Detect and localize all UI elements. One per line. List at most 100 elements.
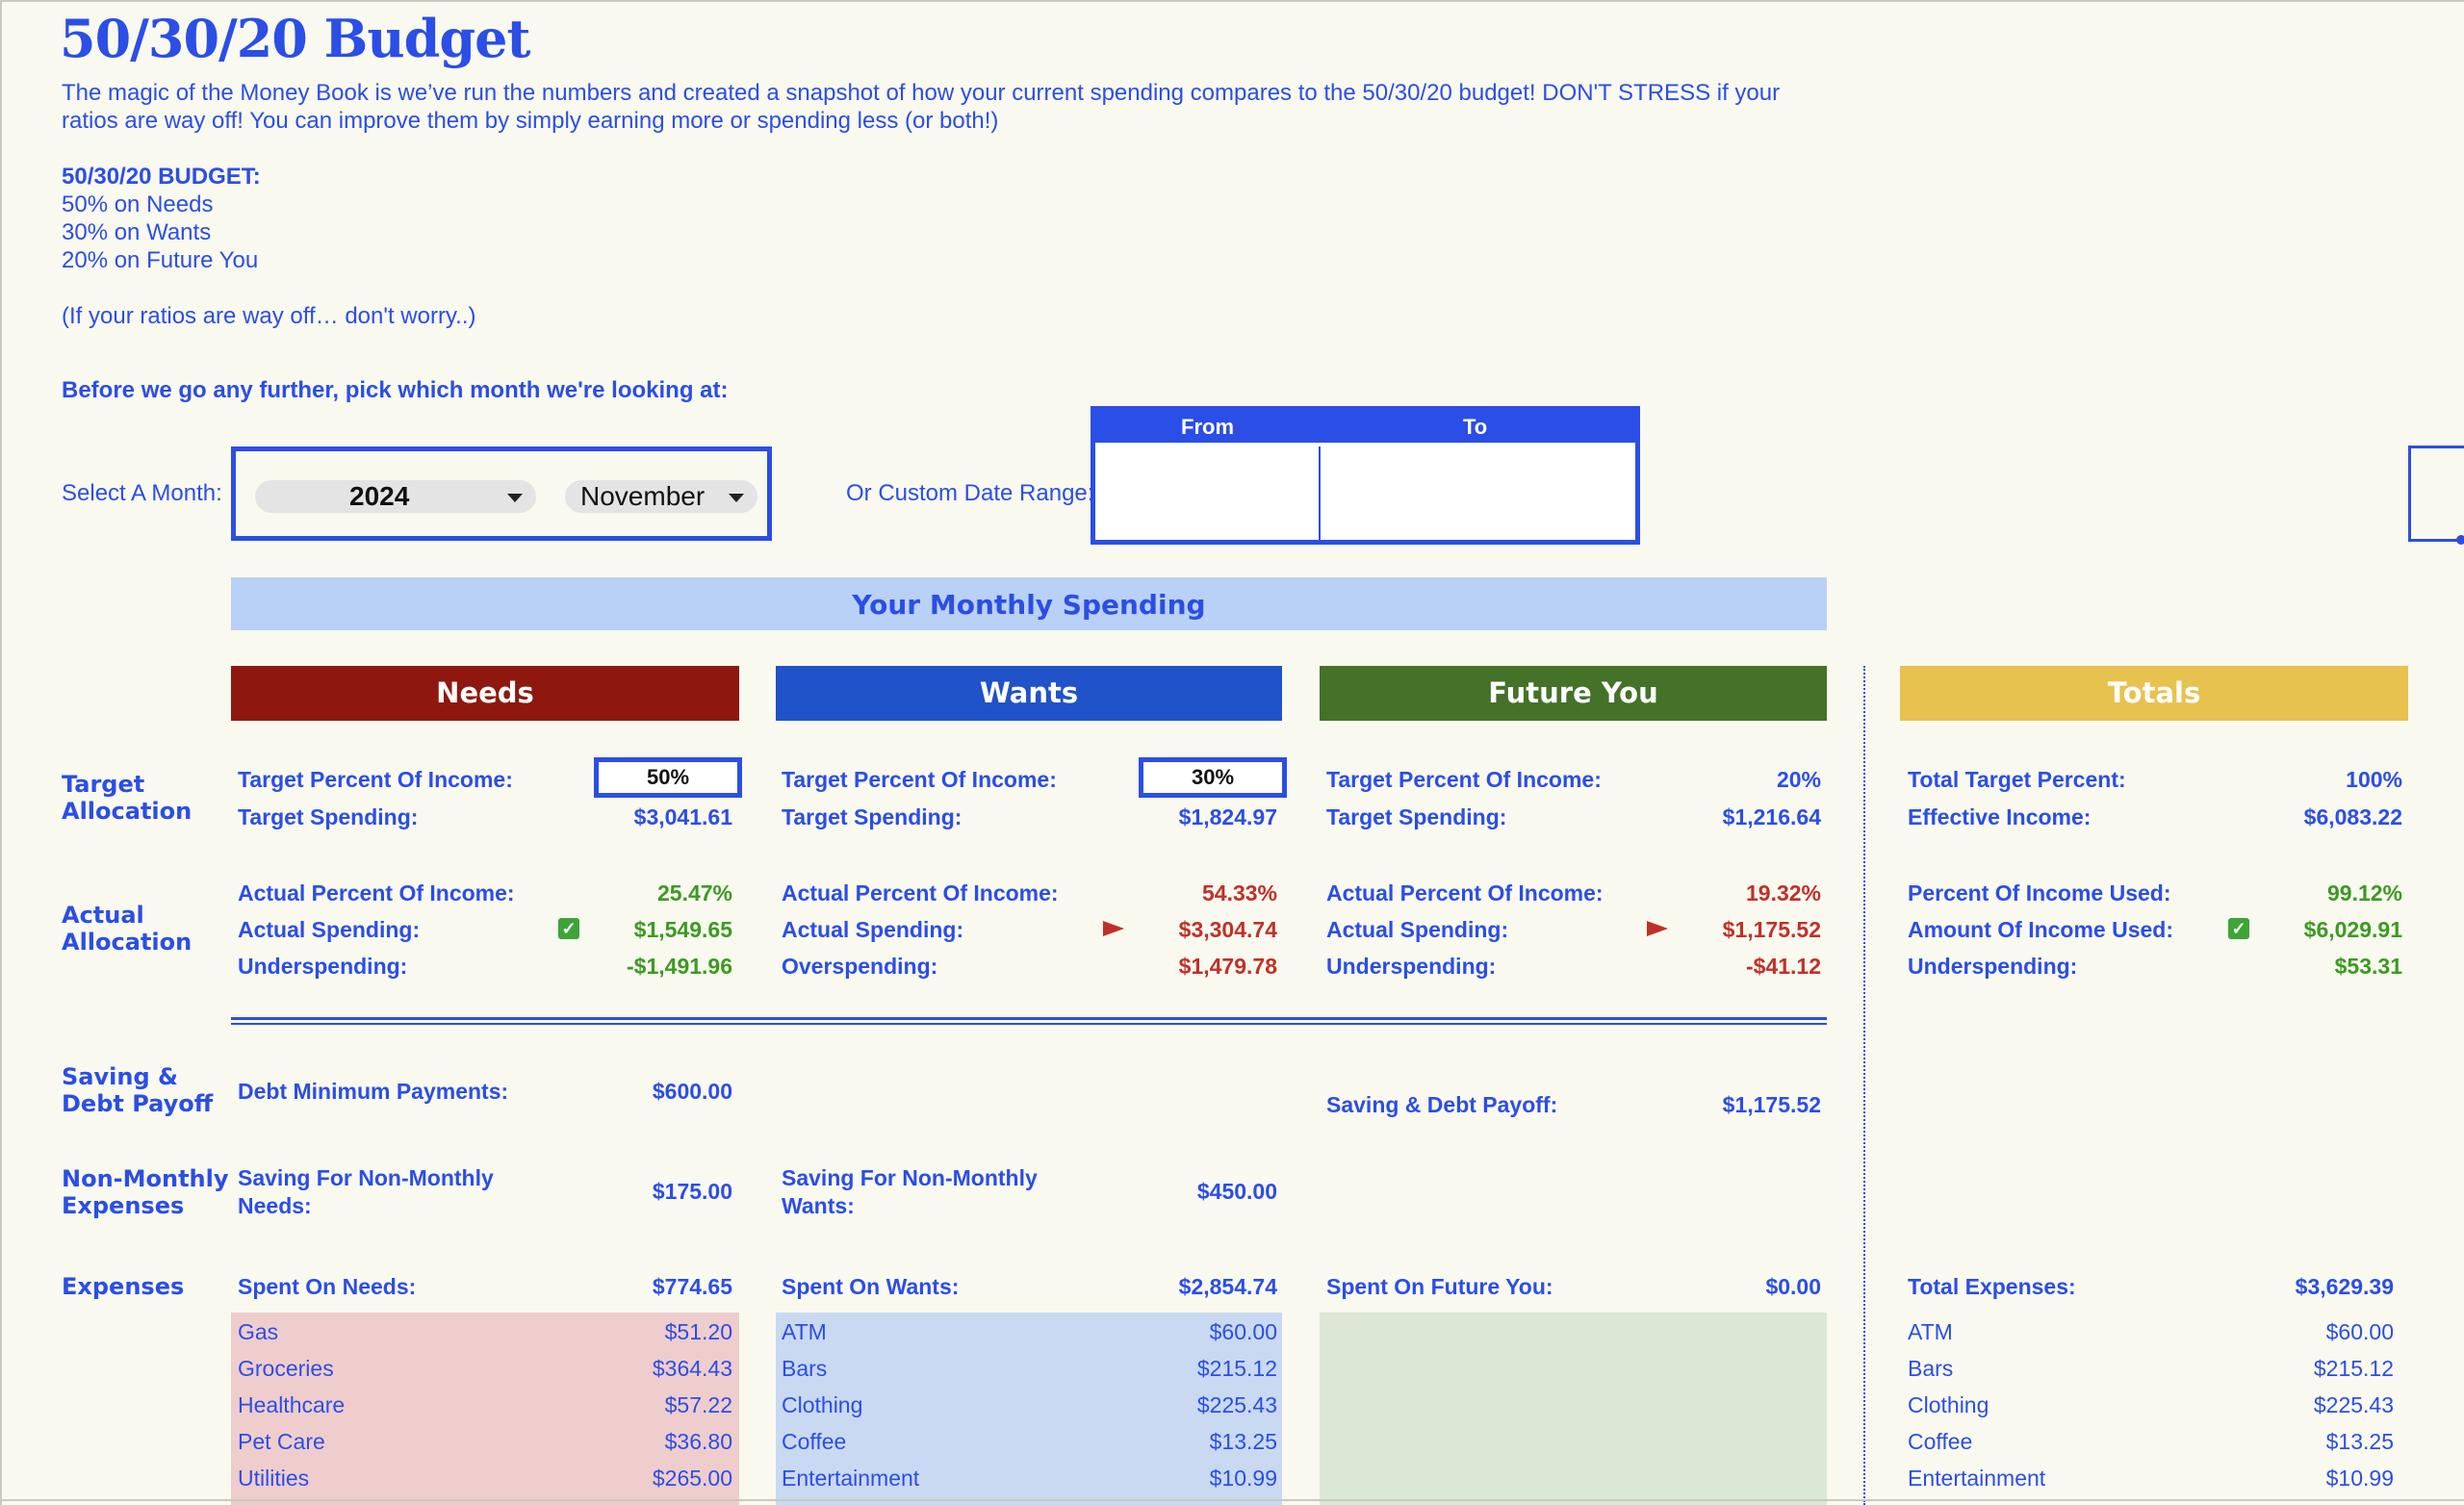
needs-category-name: Gas (238, 1319, 279, 1344)
flag-icon (1647, 921, 1668, 936)
cell-fill-handle[interactable] (2456, 535, 2464, 545)
needs-debt-label: Debt Minimum Payments: (238, 1079, 509, 1104)
totals-amount-used: $6,029.91 (2303, 917, 2402, 942)
wants-category-amount: $225.43 (1196, 1392, 1277, 1417)
totals-category-name: ATM (1908, 1319, 1953, 1344)
date-range-header: From To (1091, 406, 1640, 443)
sheet-border-top (0, 0, 2464, 2)
budget-heading: 50/30/20 BUDGET: (62, 164, 261, 190)
custom-range-label: Or Custom Date Range: (846, 480, 1094, 506)
future-target-pct: 20% (1776, 767, 1821, 792)
row-label-nonmonthly: Non-Monthly Expenses (62, 1165, 229, 1219)
chevron-down-icon (507, 494, 523, 502)
needs-category-amount: $51.20 (664, 1319, 732, 1344)
needs-diff-label: Underspending: (238, 954, 408, 979)
wants-spent: $2,854.74 (1178, 1274, 1277, 1299)
needs-diff: -$1,491.96 (627, 954, 732, 979)
wants-target-pct-input[interactable]: 30% (1139, 757, 1287, 798)
needs-category-amount: $265.00 (652, 1466, 732, 1491)
needs-nonmonthly-label-2: Needs: (238, 1193, 312, 1218)
budget-needs-rule: 50% on Needs (62, 191, 214, 217)
wants-spent-label: Spent On Wants: (782, 1274, 960, 1299)
wants-target-spend-label: Target Spending: (782, 804, 962, 829)
needs-nonmonthly-label-1: Saving For Non-Monthly (238, 1165, 494, 1190)
totals-spent-label: Total Expenses: (1908, 1274, 2076, 1299)
future-actual-spend: $1,175.52 (1722, 917, 1821, 942)
intro-line-1: The magic of the Money Book is we’ve run… (62, 80, 1781, 106)
wants-category-name: Coffee (782, 1429, 847, 1454)
future-header: Future You (1320, 666, 1827, 721)
budget-future-rule: 20% on Future You (62, 247, 259, 273)
totals-category-amount: $60.00 (2325, 1319, 2394, 1344)
year-dropdown[interactable]: 2024 (255, 480, 536, 513)
ratio-note: (If your ratios are way off… don't worry… (62, 303, 476, 329)
selected-cell-outline[interactable] (2408, 446, 2464, 542)
month-selector-box: 2024 November (231, 446, 772, 541)
row-label-line: Allocation (62, 798, 192, 825)
wants-header: Wants (776, 666, 1282, 721)
intro-line-2: ratios are way off! You can improve them… (62, 108, 999, 134)
to-date-input[interactable] (1321, 446, 1635, 541)
totals-category-amount: $13.25 (2325, 1429, 2394, 1454)
needs-debt: $600.00 (652, 1079, 732, 1104)
needs-target-spend-label: Target Spending: (238, 804, 419, 829)
wants-target-pct-label: Target Percent Of Income: (782, 767, 1057, 792)
totals-income: $6,083.22 (2303, 804, 2402, 829)
totals-header: Totals (1900, 666, 2408, 721)
row-label-target: Target Allocation (62, 771, 192, 825)
checkmark-icon: ✓ (2228, 918, 2249, 939)
future-spent: $0.00 (1765, 1274, 1821, 1299)
row-label-line: Target (62, 771, 145, 798)
monthly-spending-title: Your Monthly Spending (852, 589, 1206, 621)
needs-category-name: Pet Care (238, 1429, 325, 1454)
totals-category-name: Clothing (1908, 1392, 1989, 1417)
budget-wants-rule: 30% on Wants (62, 219, 212, 245)
needs-category-name: Utilities (238, 1466, 310, 1491)
month-dropdown[interactable]: November (565, 480, 757, 513)
to-header: To (1463, 415, 1488, 439)
row-label-actual: Actual Allocation (62, 902, 192, 956)
date-range-inputs (1091, 443, 1640, 545)
future-actual-pct: 19.32% (1745, 880, 1821, 906)
wants-category-amount: $215.12 (1196, 1356, 1277, 1381)
needs-target-pct-input[interactable]: 50% (594, 757, 742, 798)
monthly-spending-band (231, 577, 1827, 630)
page-title: 50/30/20 Budget (60, 8, 530, 69)
wants-category-amount: $10.99 (1209, 1466, 1277, 1491)
wants-target-spend: $1,824.97 (1178, 804, 1277, 829)
totals-category-name: Entertainment (1908, 1466, 2046, 1491)
wants-actual-spend: $3,304.74 (1178, 917, 1277, 942)
needs-category-list (231, 1313, 739, 1505)
totals-divider (1863, 666, 1865, 1505)
wants-category-name: Bars (782, 1356, 828, 1381)
needs-spent-label: Spent On Needs: (238, 1274, 417, 1299)
from-date-input[interactable] (1095, 446, 1319, 541)
needs-category-name: Groceries (238, 1356, 334, 1381)
needs-target-pct-label: Target Percent Of Income: (238, 767, 513, 792)
row-label-saving: Saving & Debt Payoff (62, 1063, 213, 1117)
wants-category-amount: $13.25 (1209, 1429, 1277, 1454)
row-label-line: Non-Monthly (62, 1165, 229, 1192)
sheet-border-bottom (0, 1499, 2464, 1501)
wants-category-name: Clothing (782, 1392, 863, 1417)
from-header: From (1181, 415, 1234, 439)
needs-spent: $774.65 (652, 1274, 732, 1299)
sheet-border-left (0, 0, 2, 1505)
row-label-line: Debt Payoff (62, 1090, 214, 1117)
future-saving-label: Saving & Debt Payoff: (1326, 1092, 1558, 1117)
wants-nonmonthly: $450.00 (1196, 1179, 1277, 1204)
row-label-line: Actual (62, 902, 144, 929)
totals-spent: $3,629.39 (2295, 1274, 2394, 1299)
future-diff: -$41.12 (1745, 954, 1821, 979)
row-label-line: Allocation (62, 929, 192, 956)
needs-nonmonthly: $175.00 (652, 1179, 732, 1204)
section-divider (231, 1017, 1827, 1020)
totals-amount-used-label: Amount Of Income Used: (1908, 917, 2174, 942)
date-range-divider (1319, 446, 1321, 541)
wants-category-name: ATM (782, 1319, 827, 1344)
wants-category-name: Entertainment (782, 1466, 920, 1491)
needs-target-spend: $3,041.61 (633, 804, 732, 829)
needs-actual-pct: 25.47% (656, 880, 732, 906)
totals-target-pct-label: Total Target Percent: (1908, 767, 2126, 792)
future-target-spend: $1,216.64 (1722, 804, 1821, 829)
